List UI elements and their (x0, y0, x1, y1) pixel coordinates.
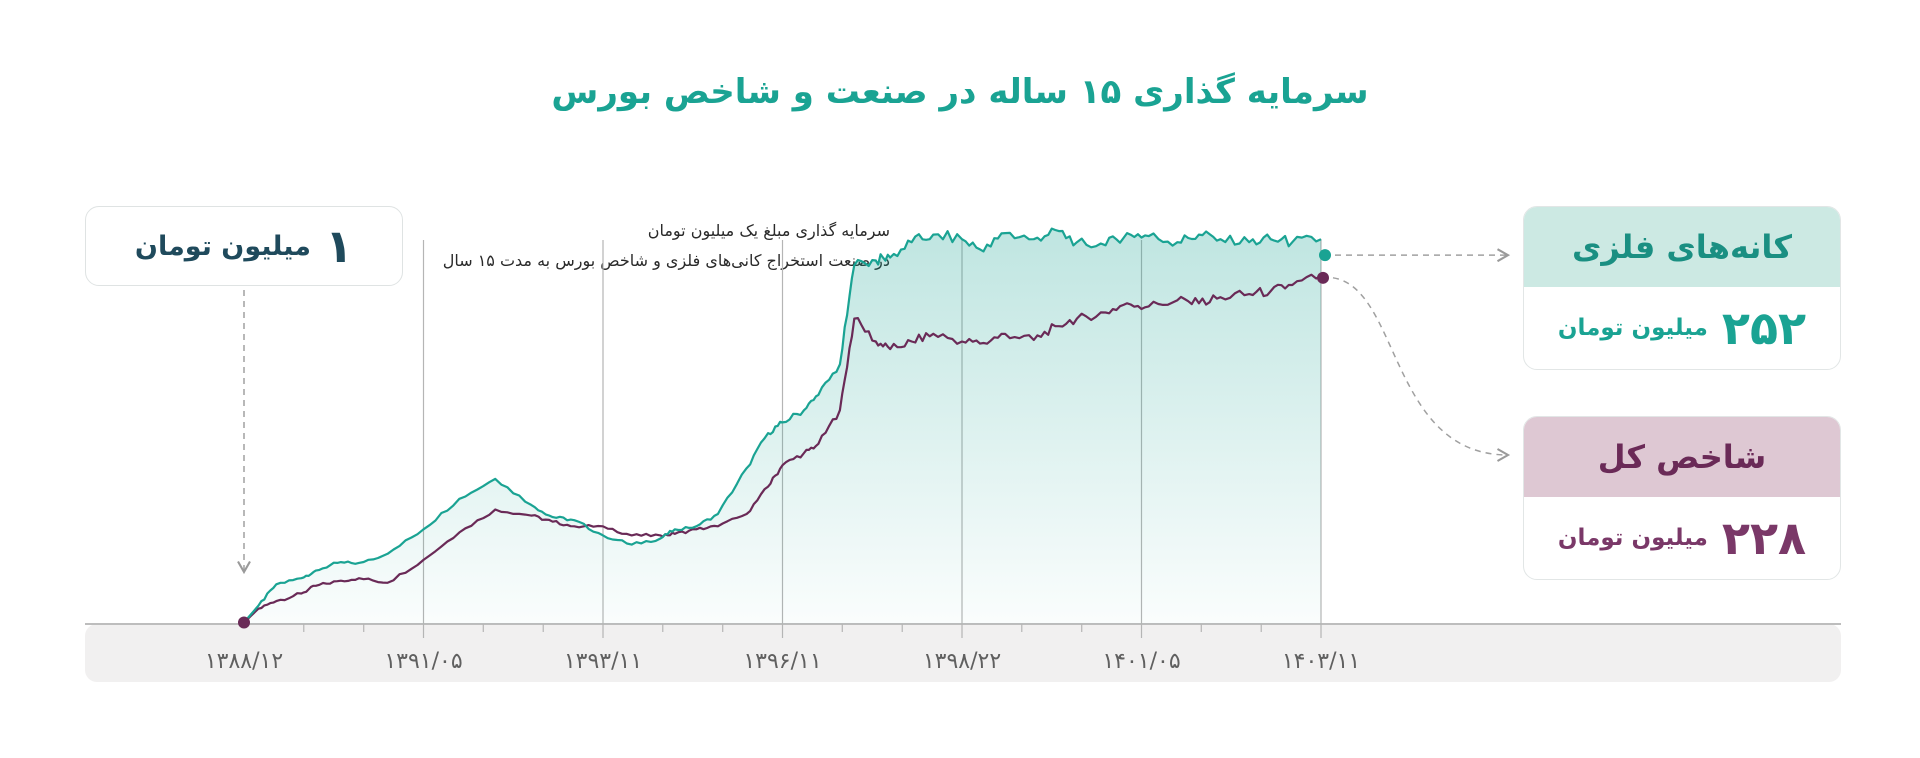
x-tick-label: ۱۳۹۸/۲۲ (923, 649, 1001, 674)
x-axis-band (85, 624, 1841, 682)
metals-card-value: ۲۵۲ (1721, 301, 1807, 355)
start-amount-box: ۱ میلیون تومان (85, 206, 403, 286)
metals-series-line (243, 227, 1322, 624)
index-end-point (1317, 271, 1329, 284)
index-card-unit: میلیون تومان (1557, 525, 1708, 551)
page-title: سرمایه گذاری ۱۵ ساله در صنعت و شاخص بورس (551, 72, 1369, 112)
note-line-2: در صنعت استخراج کانی‌های فلزی و شاخص بور… (442, 251, 890, 270)
x-tick-label: ۱۳۸۸/۱۲ (205, 649, 283, 674)
metals-card-label: کانه‌های فلزی (1524, 207, 1840, 287)
index-series-line (243, 273, 1322, 624)
minor-ticks (303, 624, 1262, 632)
x-tick-label: ۱۳۹۳/۱۱ (564, 649, 642, 674)
index-connector-arrow (1332, 277, 1511, 462)
metals-result-card: کانه‌های فلزی ۲۵۲ میلیون تومان (1523, 206, 1841, 370)
x-tick-label: ۱۳۹۱/۰۵ (384, 649, 462, 674)
index-card-value: ۲۲۸ (1721, 511, 1807, 565)
x-tick-label: ۱۴۰۳/۱۱ (1282, 649, 1360, 674)
metals-card-unit: میلیون تومان (1557, 315, 1708, 341)
x-tick-label: ۱۴۰۱/۰۵ (1102, 649, 1180, 674)
start-point (238, 616, 250, 629)
index-result-card: شاخص کل ۲۲۸ میلیون تومان (1523, 416, 1841, 580)
x-tick-labels: ۱۳۸۸/۱۲ ۱۳۹۱/۰۵ ۱۳۹۳/۱۱ ۱۳۹۶/۱۱ ۱۳۹۸/۲۲ ۱۴۰۱/… (205, 649, 1360, 674)
index-card-body: ۲۲۸ میلیون تومان (1524, 497, 1840, 579)
index-card-label: شاخص کل (1524, 417, 1840, 497)
investment-note: سرمایه گذاری مبلغ یک میلیون تومان در صنع… (420, 216, 890, 276)
note-line-1: سرمایه گذاری مبلغ یک میلیون تومان (647, 221, 890, 240)
x-tick-label: ۱۳۹۶/۱۱ (743, 649, 821, 674)
start-amount-unit: میلیون تومان (134, 230, 312, 262)
metals-end-point (1319, 249, 1331, 262)
start-amount-value: ۱ (325, 219, 354, 273)
metals-card-body: ۲۵۲ میلیون تومان (1524, 287, 1840, 369)
